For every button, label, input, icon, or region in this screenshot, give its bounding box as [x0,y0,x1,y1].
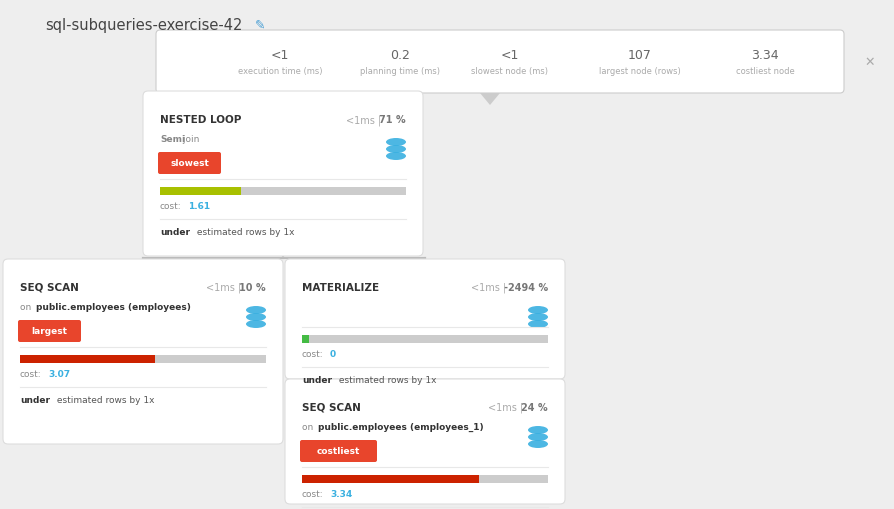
Text: <1: <1 [501,49,519,62]
Ellipse shape [527,314,547,321]
Ellipse shape [385,153,406,161]
Text: largest node (rows): largest node (rows) [598,67,680,76]
FancyBboxPatch shape [156,31,843,94]
Ellipse shape [527,440,547,448]
Text: largest: largest [31,327,67,336]
Text: SEQ SCAN: SEQ SCAN [20,282,79,293]
Text: estimated rows by 1x: estimated rows by 1x [54,395,155,404]
Text: on: on [20,302,34,312]
Text: execution time (ms): execution time (ms) [238,67,322,76]
Text: 71 %: 71 % [379,115,406,125]
Text: planning time (ms): planning time (ms) [359,67,440,76]
Ellipse shape [246,306,266,315]
Text: <1ms |: <1ms | [345,115,384,125]
Text: ✎: ✎ [255,19,266,32]
Text: MATERIALIZE: MATERIALIZE [301,282,379,293]
Ellipse shape [527,306,547,315]
FancyBboxPatch shape [284,260,564,379]
Text: -2494 %: -2494 % [503,282,547,293]
Ellipse shape [527,433,547,441]
Text: Semi: Semi [160,135,185,144]
Text: costliest: costliest [316,446,359,456]
Ellipse shape [246,320,266,328]
Text: on: on [301,422,316,431]
Ellipse shape [527,426,547,434]
Text: sql-subqueries-exercise-42: sql-subqueries-exercise-42 [45,18,242,33]
FancyBboxPatch shape [18,320,81,343]
Bar [301,335,547,344]
Text: slowest node (ms): slowest node (ms) [471,67,548,76]
Text: 0.2: 0.2 [390,49,409,62]
Ellipse shape [385,139,406,147]
Bar [160,188,240,195]
Text: 3.34: 3.34 [330,489,352,498]
Text: under: under [160,228,190,237]
Text: join: join [180,135,199,144]
Bar [301,475,478,483]
Text: 0: 0 [330,349,336,358]
Bar [301,475,547,483]
Text: public.employees (employees): public.employees (employees) [36,302,190,312]
Text: ✕: ✕ [864,56,874,69]
Text: <1: <1 [271,49,289,62]
Ellipse shape [246,314,266,321]
Text: 10 %: 10 % [239,282,266,293]
Bar [301,335,309,344]
Bar [20,355,156,363]
Text: cost:: cost: [301,489,324,498]
Text: estimated rows by 1x: estimated rows by 1x [335,375,436,384]
Text: SEQ SCAN: SEQ SCAN [301,402,360,412]
Text: costliest node: costliest node [735,67,794,76]
FancyBboxPatch shape [158,153,221,175]
Ellipse shape [385,146,406,154]
Bar [20,355,266,363]
Text: 107: 107 [628,49,651,62]
FancyBboxPatch shape [284,379,564,504]
Bar [160,188,406,195]
Text: NESTED LOOP: NESTED LOOP [160,115,241,125]
Text: under: under [301,375,332,384]
Text: public.employees (employees_1): public.employees (employees_1) [317,422,483,431]
Text: 1.61: 1.61 [188,202,210,211]
Text: under: under [20,395,50,404]
Text: cost:: cost: [20,369,42,378]
Text: 3.34: 3.34 [750,49,778,62]
Text: <1ms |: <1ms | [487,402,526,413]
FancyBboxPatch shape [299,440,376,462]
Text: <1ms |: <1ms | [206,282,244,293]
FancyBboxPatch shape [143,92,423,257]
Text: 24 %: 24 % [521,402,547,412]
Text: cost:: cost: [160,202,181,211]
Ellipse shape [527,320,547,328]
Text: cost:: cost: [301,349,324,358]
Text: 3.07: 3.07 [48,369,70,378]
Text: slowest: slowest [170,159,208,168]
Polygon shape [479,94,500,106]
FancyBboxPatch shape [3,260,283,444]
Text: estimated rows by 1x: estimated rows by 1x [194,228,294,237]
Text: <1ms |: <1ms | [470,282,509,293]
